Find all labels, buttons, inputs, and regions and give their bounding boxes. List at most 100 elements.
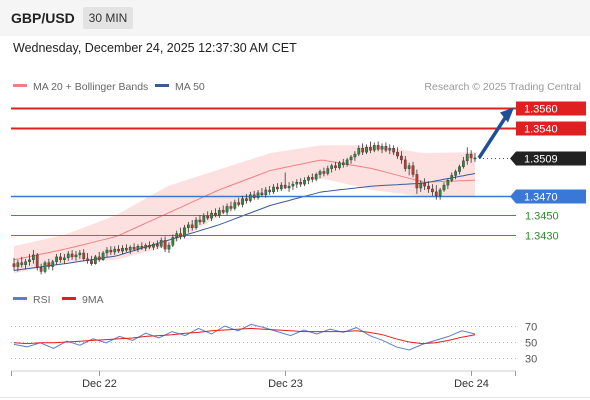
- candle-body: [237, 202, 241, 205]
- candle-body: [299, 181, 303, 185]
- candle-body: [186, 224, 190, 228]
- candle-body: [314, 174, 318, 180]
- candle: [241, 195, 244, 208]
- candle: [167, 242, 171, 253]
- forecast-arrow: [477, 107, 514, 159]
- pivot-value: 1.3470: [524, 192, 558, 204]
- x-axis: Dec 22 Dec 23 Dec 24: [11, 371, 516, 390]
- candle: [55, 253, 58, 265]
- candle-body: [47, 262, 51, 267]
- candle-body: [419, 182, 423, 189]
- candle-body: [136, 246, 140, 250]
- candle: [307, 175, 310, 185]
- support-value: 1.3430: [525, 231, 559, 243]
- candle: [225, 203, 229, 216]
- candle-body: [330, 165, 334, 169]
- candle: [268, 186, 272, 195]
- candle-body: [365, 147, 368, 153]
- candle: [473, 153, 477, 162]
- candle: [132, 243, 136, 252]
- candle: [388, 144, 392, 155]
- candle: [70, 250, 74, 260]
- candle: [264, 187, 268, 198]
- candle: [237, 197, 241, 207]
- rsi-legend-label: RSI: [33, 294, 51, 306]
- candle-body: [70, 253, 74, 258]
- candle-body: [248, 194, 252, 201]
- candle: [128, 245, 132, 254]
- candle: [419, 180, 423, 192]
- candle-body: [245, 198, 248, 201]
- candle-body: [415, 174, 419, 189]
- candle: [74, 251, 78, 261]
- symbol-title: GBP/USD: [11, 10, 75, 26]
- candle: [341, 158, 345, 168]
- candle-body: [16, 262, 20, 267]
- candle-body: [380, 146, 384, 150]
- rsi-line: [13, 323, 476, 351]
- candle-body: [357, 148, 361, 155]
- candle: [372, 142, 376, 153]
- candle: [86, 252, 89, 264]
- candle-body: [454, 171, 457, 176]
- candle: [152, 242, 155, 251]
- candle-body: [423, 182, 427, 187]
- resistance-tag: [516, 101, 586, 116]
- candle: [39, 263, 43, 275]
- candle: [462, 156, 465, 169]
- candle-body: [260, 192, 264, 196]
- candle-body: [458, 166, 461, 172]
- candles: [12, 141, 477, 275]
- candle: [283, 172, 287, 189]
- candle-body: [202, 215, 206, 223]
- candle: [121, 245, 124, 254]
- candle-body: [97, 256, 101, 260]
- candle-body: [465, 153, 469, 162]
- candle-body: [35, 254, 39, 268]
- candle: [434, 185, 438, 200]
- candle: [221, 205, 225, 215]
- candle-body: [51, 261, 55, 267]
- candle: [446, 178, 450, 189]
- candle: [175, 230, 179, 242]
- candle-body: [252, 194, 256, 198]
- ma9-legend-label: 9MA: [82, 294, 104, 306]
- candle-body: [167, 245, 171, 250]
- candle: [148, 241, 151, 250]
- candle-body: [450, 175, 454, 181]
- candle-body: [132, 246, 136, 250]
- candle: [252, 190, 256, 200]
- candle: [295, 179, 299, 189]
- candle-body: [55, 256, 58, 262]
- candle-body: [159, 240, 163, 247]
- candle: [330, 163, 334, 173]
- candle: [365, 144, 368, 155]
- candle-body: [400, 155, 403, 161]
- candle-body: [206, 215, 210, 219]
- candle-body: [109, 249, 113, 253]
- credit-label: Research © 2025 Trading Central: [424, 81, 581, 93]
- timeframe-button[interactable]: 30 MIN: [83, 7, 133, 29]
- rsi-tick-label: 30: [525, 354, 537, 366]
- forecast-arrow-shaft: [477, 115, 508, 159]
- candle-body: [198, 219, 202, 223]
- rsi-panel: 70 50 30: [11, 322, 537, 366]
- candle-body: [276, 186, 279, 190]
- x-tick-label: Dec 24: [454, 378, 489, 390]
- candle-body: [295, 181, 299, 185]
- candle-body: [446, 180, 450, 186]
- candle-body: [179, 233, 182, 237]
- rsi-legend-swatch: [13, 297, 27, 300]
- candle: [469, 150, 473, 163]
- candle-body: [105, 249, 109, 254]
- candle-body: [66, 253, 70, 259]
- candle: [423, 178, 427, 190]
- candle-body: [183, 227, 186, 237]
- header-bar: GBP/USD 30 MIN: [0, 0, 590, 36]
- candle: [396, 147, 399, 159]
- candle: [272, 184, 275, 194]
- candle-body: [349, 156, 353, 161]
- candle: [338, 160, 341, 170]
- candle-body: [403, 159, 407, 169]
- candle-body: [117, 248, 120, 252]
